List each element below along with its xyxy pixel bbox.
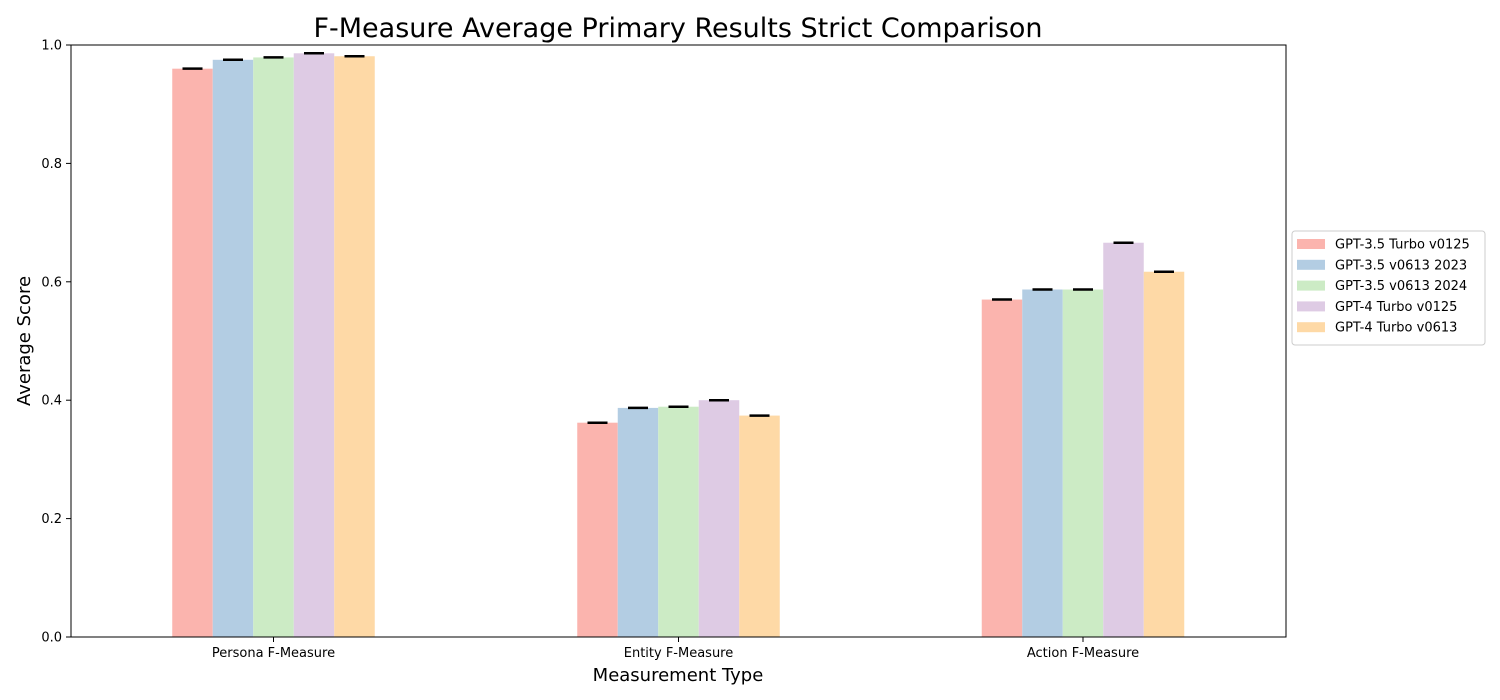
bar — [1022, 289, 1063, 637]
y-tick-label: 0.0 — [41, 631, 62, 646]
y-axis-label: Average Score — [14, 276, 35, 406]
x-tick-label: Persona F-Measure — [212, 646, 335, 661]
bar — [658, 406, 699, 637]
bar — [293, 53, 335, 638]
bar — [172, 68, 213, 638]
legend-swatch — [1297, 239, 1325, 249]
plot-area: 0.0 0.2 0.4 0.6 0.8 1.0 Persona F-Measure Entit… — [41, 39, 1287, 661]
legend-entry-label: GPT-4 Turbo v0125 — [1335, 300, 1457, 315]
legend-swatch — [1297, 280, 1325, 291]
y-tick-label: 0.6 — [41, 275, 62, 290]
bar — [739, 415, 780, 637]
y-tick-label: 1.0 — [41, 39, 62, 54]
legend-entry-label: GPT-3.5 v0613 2023 — [1335, 258, 1467, 273]
bar — [617, 407, 659, 637]
x-tick-label: Action F-Measure — [1027, 646, 1139, 661]
legend-frame — [1291, 230, 1486, 346]
bar — [1143, 271, 1185, 637]
bar — [212, 59, 254, 638]
x-tick-label: Entity F-Measure — [624, 646, 734, 661]
legend-swatch — [1297, 301, 1325, 312]
legend-swatch — [1297, 322, 1325, 333]
legend-entry-label: GPT-4 Turbo v0613 — [1335, 321, 1457, 336]
legend-swatch — [1297, 259, 1325, 270]
bar — [577, 422, 618, 637]
legend: GPT-3.5 Turbo v0125 GPT-3.5 v0613 2023 GPT… — [1291, 230, 1486, 346]
bar — [698, 400, 740, 637]
y-tick-label: 0.4 — [41, 394, 62, 409]
bar — [981, 299, 1023, 637]
x-axis-label: Measurement Type — [593, 665, 764, 686]
bar — [253, 57, 294, 638]
y-tick-label: 0.8 — [41, 157, 62, 172]
chart-title: F-Measure Average Primary Results Strict… — [313, 13, 1042, 44]
bar — [1062, 289, 1104, 637]
bar — [334, 56, 375, 637]
bar — [1103, 242, 1144, 638]
legend-entry-label: GPT-3.5 v0613 2024 — [1335, 279, 1467, 294]
y-tick-label: 0.2 — [41, 512, 62, 527]
legend-entry-label: GPT-3.5 Turbo v0125 — [1335, 238, 1470, 253]
